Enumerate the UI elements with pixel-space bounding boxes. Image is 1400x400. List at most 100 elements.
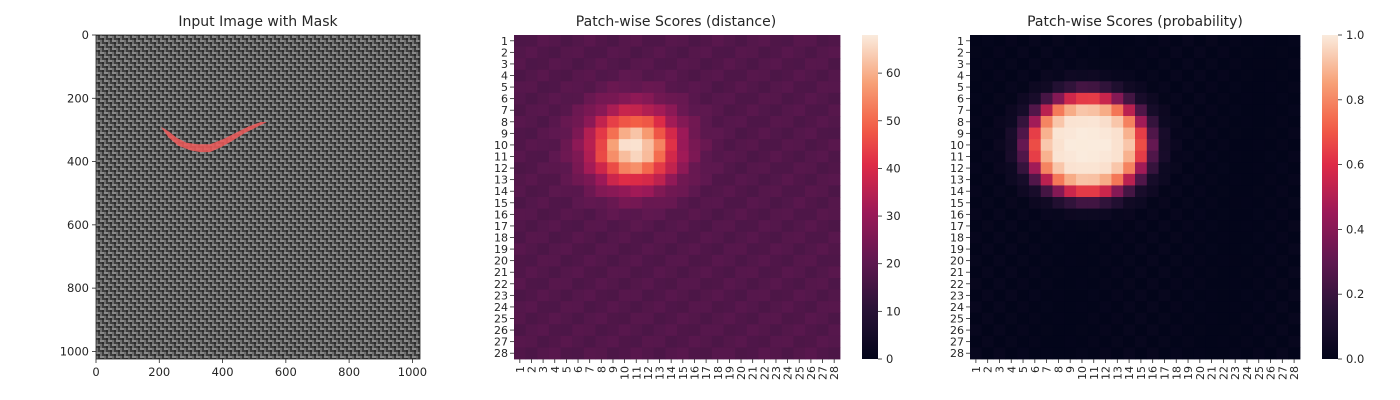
distance-cell bbox=[758, 301, 771, 314]
probability-x-tick-label: 28 bbox=[1288, 366, 1301, 380]
probability-cell bbox=[1064, 278, 1077, 290]
probability-cell bbox=[1288, 92, 1301, 105]
distance-cell bbox=[583, 150, 596, 163]
probability-cell bbox=[993, 58, 1006, 71]
probability-cell bbox=[1182, 139, 1195, 152]
distance-cell bbox=[711, 58, 724, 71]
distance-cell bbox=[665, 92, 678, 105]
probability-cell bbox=[970, 116, 983, 128]
distance-cell bbox=[805, 116, 818, 128]
distance-cell bbox=[607, 312, 620, 325]
distance-cell bbox=[642, 335, 655, 348]
probability-cell bbox=[981, 81, 994, 94]
distance-cell bbox=[723, 208, 736, 221]
distance-cell bbox=[595, 197, 608, 209]
probability-cell bbox=[1076, 289, 1089, 302]
distance-cell bbox=[735, 231, 748, 244]
distance-y-tick-label: 9 bbox=[501, 127, 508, 140]
probability-cell bbox=[1193, 301, 1207, 314]
distance-cell bbox=[642, 92, 655, 105]
distance-x-tick-label: 25 bbox=[793, 366, 806, 380]
distance-cell bbox=[548, 150, 561, 163]
distance-cell bbox=[781, 173, 794, 186]
distance-cell bbox=[781, 104, 794, 117]
probability-cell bbox=[1288, 347, 1301, 360]
probability-cell bbox=[1205, 35, 1218, 47]
probability-cell bbox=[1170, 127, 1183, 140]
distance-cell bbox=[677, 185, 690, 198]
distance-cell bbox=[548, 301, 561, 314]
distance-cell bbox=[583, 208, 596, 221]
distance-cell bbox=[805, 324, 818, 337]
distance-cell bbox=[781, 324, 794, 337]
probability-cell bbox=[1146, 127, 1159, 140]
distance-cell bbox=[770, 266, 783, 279]
distance-cell bbox=[781, 335, 794, 348]
image-x-tick-label: 600 bbox=[275, 365, 297, 379]
probability-cell bbox=[1217, 127, 1230, 140]
probability-cell bbox=[1205, 69, 1218, 82]
distance-x-tick-label: 22 bbox=[758, 366, 771, 380]
distance-cell bbox=[816, 220, 829, 233]
distance-cell bbox=[525, 347, 538, 360]
probability-cell bbox=[1170, 35, 1183, 47]
probability-x-tick-label: 20 bbox=[1194, 366, 1207, 380]
probability-cell bbox=[1052, 127, 1065, 140]
probability-cell bbox=[970, 254, 983, 267]
probability-cell bbox=[1252, 347, 1266, 360]
distance-cell bbox=[595, 347, 608, 360]
probability-cell bbox=[1028, 220, 1042, 233]
distance-cell bbox=[537, 139, 550, 152]
probability-cell bbox=[1111, 185, 1124, 198]
distance-y-tick-label: 21 bbox=[494, 266, 508, 279]
probability-cell bbox=[1087, 116, 1101, 128]
probability-cell bbox=[1052, 335, 1065, 348]
distance-cell bbox=[700, 347, 713, 360]
probability-cell bbox=[1252, 208, 1266, 221]
distance-cell bbox=[758, 92, 771, 105]
probability-cell bbox=[1288, 197, 1301, 209]
probability-cell bbox=[1252, 324, 1266, 337]
distance-cell bbox=[665, 347, 678, 360]
probability-cell bbox=[1040, 347, 1053, 360]
probability-cell bbox=[1264, 150, 1277, 163]
distance-cell bbox=[770, 162, 783, 175]
probability-cell bbox=[1028, 92, 1042, 105]
probability-cell bbox=[1017, 127, 1030, 140]
probability-cell bbox=[1241, 139, 1254, 152]
distance-cell bbox=[595, 127, 608, 140]
probability-cell bbox=[1005, 127, 1018, 140]
distance-cell bbox=[560, 81, 573, 94]
distance-cell bbox=[700, 231, 713, 244]
distance-cell bbox=[828, 127, 841, 140]
probability-cell bbox=[1087, 127, 1101, 140]
probability-cell bbox=[1123, 197, 1136, 209]
probability-cell bbox=[1076, 312, 1089, 325]
distance-cell bbox=[793, 116, 806, 128]
probability-cell bbox=[1252, 69, 1266, 82]
distance-cell bbox=[735, 162, 748, 175]
probability-cell bbox=[1241, 220, 1254, 233]
probability-cell bbox=[1146, 278, 1159, 290]
distance-cell bbox=[583, 266, 596, 279]
probability-cell bbox=[1276, 81, 1289, 94]
probability-cell bbox=[1076, 104, 1089, 117]
distance-cell bbox=[537, 69, 550, 82]
probability-cell bbox=[1252, 185, 1266, 198]
distance-cell bbox=[548, 58, 561, 71]
distance-x-tick-label: 14 bbox=[665, 366, 678, 380]
distance-x-tick-label: 15 bbox=[677, 366, 690, 380]
probability-y-tick-label: 20 bbox=[950, 255, 964, 268]
probability-cell bbox=[981, 312, 994, 325]
distance-cell bbox=[525, 278, 538, 290]
distance-cell bbox=[793, 335, 806, 348]
distance-cell bbox=[514, 347, 527, 360]
distance-cell bbox=[828, 208, 841, 221]
distance-cell bbox=[595, 324, 608, 337]
probability-cell bbox=[1229, 173, 1242, 186]
probability-x-tick-label: 1 bbox=[970, 366, 983, 373]
distance-cell bbox=[711, 324, 724, 337]
distance-cell bbox=[548, 243, 561, 256]
distance-cell bbox=[677, 266, 690, 279]
distance-cell bbox=[711, 301, 724, 314]
